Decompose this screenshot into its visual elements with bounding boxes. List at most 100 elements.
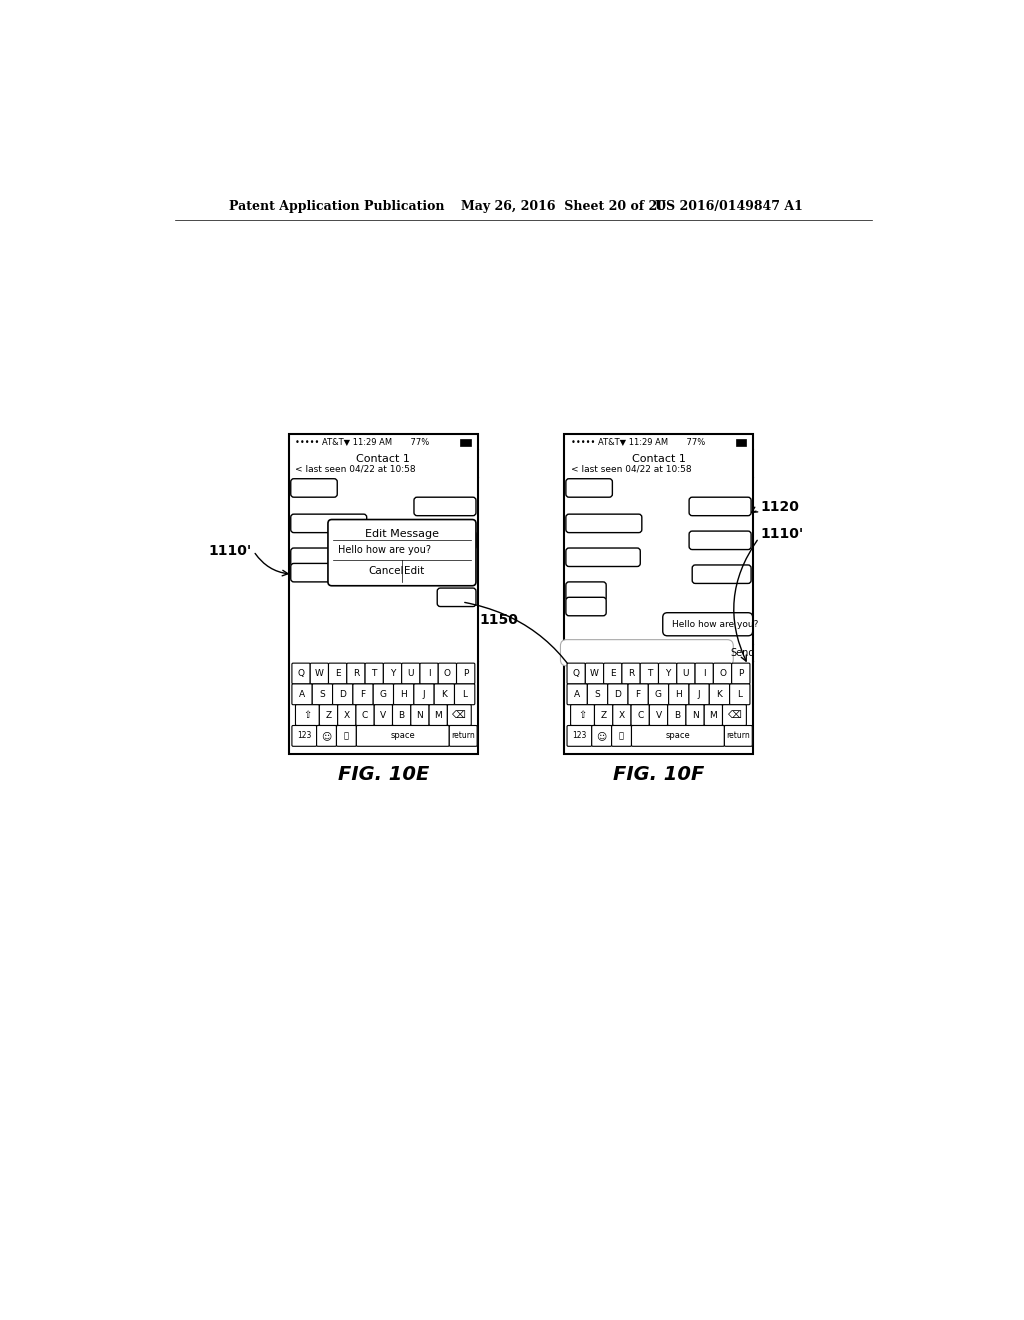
- Text: D: D: [614, 690, 622, 698]
- FancyBboxPatch shape: [566, 582, 606, 601]
- Text: return: return: [452, 731, 475, 741]
- Text: ⇧: ⇧: [579, 710, 587, 721]
- FancyBboxPatch shape: [356, 705, 374, 726]
- Text: J: J: [697, 690, 700, 698]
- Text: Edit Message: Edit Message: [365, 529, 439, 539]
- Text: Y: Y: [390, 669, 395, 678]
- Text: W: W: [315, 669, 324, 678]
- Text: 🎤: 🎤: [620, 731, 624, 741]
- FancyBboxPatch shape: [677, 663, 695, 684]
- FancyBboxPatch shape: [611, 726, 632, 746]
- Text: L: L: [737, 690, 742, 698]
- FancyBboxPatch shape: [586, 663, 603, 684]
- FancyBboxPatch shape: [356, 726, 450, 746]
- Text: S: S: [595, 690, 600, 698]
- FancyBboxPatch shape: [731, 663, 750, 684]
- FancyBboxPatch shape: [689, 684, 710, 705]
- FancyBboxPatch shape: [291, 515, 367, 533]
- Text: K: K: [717, 690, 722, 698]
- FancyBboxPatch shape: [420, 663, 438, 684]
- FancyBboxPatch shape: [705, 705, 723, 726]
- FancyBboxPatch shape: [329, 663, 347, 684]
- Text: D: D: [339, 690, 346, 698]
- FancyBboxPatch shape: [566, 548, 640, 566]
- Text: E: E: [335, 669, 340, 678]
- Bar: [735, 440, 746, 446]
- FancyBboxPatch shape: [328, 520, 476, 586]
- FancyBboxPatch shape: [312, 684, 333, 705]
- Text: Q: Q: [572, 669, 580, 678]
- FancyBboxPatch shape: [567, 663, 586, 684]
- FancyBboxPatch shape: [438, 663, 457, 684]
- Text: I: I: [702, 669, 706, 678]
- Text: Z: Z: [600, 710, 606, 719]
- Text: E: E: [610, 669, 615, 678]
- FancyBboxPatch shape: [414, 684, 434, 705]
- FancyBboxPatch shape: [292, 726, 316, 746]
- FancyBboxPatch shape: [353, 684, 373, 705]
- FancyBboxPatch shape: [595, 705, 612, 726]
- Text: K: K: [441, 690, 447, 698]
- Text: US 2016/0149847 A1: US 2016/0149847 A1: [655, 199, 803, 213]
- Text: space: space: [390, 731, 415, 741]
- Text: M: M: [434, 710, 442, 719]
- Text: S: S: [319, 690, 326, 698]
- FancyBboxPatch shape: [632, 726, 724, 746]
- Text: B: B: [398, 710, 404, 719]
- Text: 1110': 1110': [761, 527, 804, 541]
- FancyBboxPatch shape: [607, 684, 628, 705]
- Text: Send: Send: [730, 648, 755, 657]
- Text: C: C: [361, 710, 369, 719]
- Text: T: T: [372, 669, 377, 678]
- Text: ••••• AT&T▼ 11:29 AM       77%: ••••• AT&T▼ 11:29 AM 77%: [570, 437, 705, 446]
- FancyBboxPatch shape: [631, 705, 649, 726]
- Text: F: F: [636, 690, 641, 698]
- FancyBboxPatch shape: [316, 726, 337, 746]
- Text: C: C: [637, 710, 643, 719]
- Text: < last seen 04/22 at 10:58: < last seen 04/22 at 10:58: [570, 465, 691, 474]
- FancyBboxPatch shape: [292, 663, 310, 684]
- Text: space: space: [666, 731, 690, 741]
- FancyBboxPatch shape: [411, 705, 429, 726]
- Text: Edit: Edit: [404, 566, 425, 576]
- FancyBboxPatch shape: [319, 705, 338, 726]
- Text: Y: Y: [665, 669, 671, 678]
- Text: N: N: [691, 710, 698, 719]
- FancyBboxPatch shape: [373, 684, 393, 705]
- Text: 1150: 1150: [479, 614, 518, 627]
- Text: 1110': 1110': [209, 544, 252, 558]
- FancyBboxPatch shape: [724, 726, 753, 746]
- FancyBboxPatch shape: [567, 684, 588, 705]
- FancyBboxPatch shape: [570, 705, 595, 726]
- FancyBboxPatch shape: [296, 705, 319, 726]
- FancyBboxPatch shape: [457, 663, 475, 684]
- FancyBboxPatch shape: [393, 684, 414, 705]
- Text: O: O: [719, 669, 726, 678]
- FancyBboxPatch shape: [566, 479, 612, 498]
- FancyBboxPatch shape: [692, 565, 751, 583]
- FancyBboxPatch shape: [347, 663, 366, 684]
- FancyBboxPatch shape: [291, 564, 343, 582]
- Text: 🎤: 🎤: [344, 731, 349, 741]
- FancyBboxPatch shape: [695, 663, 714, 684]
- Text: 123: 123: [572, 731, 587, 741]
- Text: H: H: [400, 690, 408, 698]
- FancyBboxPatch shape: [714, 663, 731, 684]
- Text: Contact 1: Contact 1: [632, 454, 685, 463]
- Text: T: T: [646, 669, 652, 678]
- Text: G: G: [380, 690, 387, 698]
- Text: N: N: [417, 710, 423, 719]
- FancyBboxPatch shape: [560, 640, 733, 665]
- Bar: [564, 434, 753, 754]
- Text: M: M: [710, 710, 717, 719]
- Text: FIG. 10E: FIG. 10E: [338, 764, 429, 784]
- Text: ⌫: ⌫: [728, 710, 741, 721]
- FancyBboxPatch shape: [689, 531, 751, 549]
- Text: A: A: [574, 690, 581, 698]
- FancyBboxPatch shape: [628, 684, 648, 705]
- FancyBboxPatch shape: [566, 515, 642, 533]
- FancyBboxPatch shape: [649, 705, 668, 726]
- Text: R: R: [628, 669, 634, 678]
- Text: R: R: [353, 669, 359, 678]
- Text: I: I: [428, 669, 430, 678]
